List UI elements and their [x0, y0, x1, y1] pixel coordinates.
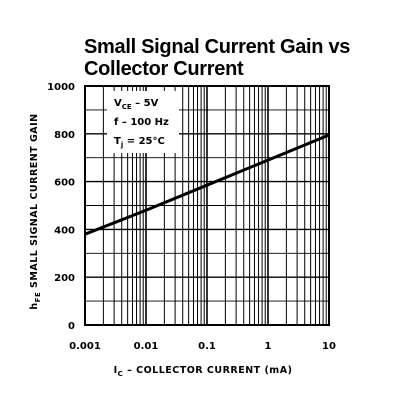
- y-axis-label: hFE SMALL SIGNAL CURRENT GAIN: [29, 113, 42, 309]
- condition-1-main: V: [114, 98, 122, 109]
- conditions-box: VCE – 5V f – 100 Hz Tj = 25°C: [107, 91, 179, 153]
- condition-3-main: T: [114, 136, 121, 147]
- x-axis-label-sub: C: [118, 370, 124, 378]
- chart-title-line-1: Small Signal Current Gain vs: [84, 36, 351, 58]
- condition-1: VCE – 5V: [114, 98, 159, 111]
- x-tick-label: 0.01: [134, 341, 159, 352]
- y-axis-label-main: h: [29, 302, 40, 309]
- condition-2: f – 100 Hz: [114, 117, 169, 128]
- x-tick-label: 0.001: [69, 341, 101, 352]
- y-tick-label: 800: [54, 130, 75, 141]
- x-axis-label-rest: – COLLECTOR CURRENT (mA): [123, 365, 292, 376]
- x-tick-label: 10: [322, 341, 336, 352]
- x-axis-label: IC – COLLECTOR CURRENT (mA): [114, 365, 293, 378]
- condition-3: Tj = 25°C: [114, 136, 165, 149]
- y-tick-labels: 0 200 400 600 800 1000: [47, 82, 75, 332]
- condition-1-rest: – 5V: [132, 98, 159, 109]
- plot-frame: [84, 85, 330, 326]
- y-tick-label: 1000: [47, 82, 75, 93]
- y-tick-label: 200: [54, 273, 75, 284]
- condition-3-sub: j: [120, 141, 123, 149]
- chart-title: Small Signal Current Gain vs Collector C…: [84, 36, 394, 80]
- condition-3-rest: = 25°C: [123, 136, 165, 147]
- x-tick-label: 0.1: [198, 341, 216, 352]
- y-tick-label: 0: [68, 321, 75, 332]
- y-axis-label-rest: SMALL SIGNAL CURRENT GAIN: [29, 113, 40, 291]
- condition-2-main: f – 100 Hz: [114, 117, 169, 128]
- condition-1-sub: CE: [122, 103, 132, 111]
- y-tick-label: 600: [54, 178, 75, 189]
- chart-title-line-2: Collector Current: [84, 58, 244, 80]
- y-tick-label: 400: [54, 225, 75, 236]
- conditions-background: [107, 91, 179, 153]
- y-axis-label-sub: FE: [34, 292, 42, 303]
- x-axis-label-main: I: [114, 365, 118, 376]
- x-tick-label: 1: [265, 341, 272, 352]
- x-tick-labels: 0.001 0.01 0.1 1 10: [69, 341, 336, 352]
- series-line-1: [84, 133, 330, 236]
- series-layer: [84, 133, 330, 236]
